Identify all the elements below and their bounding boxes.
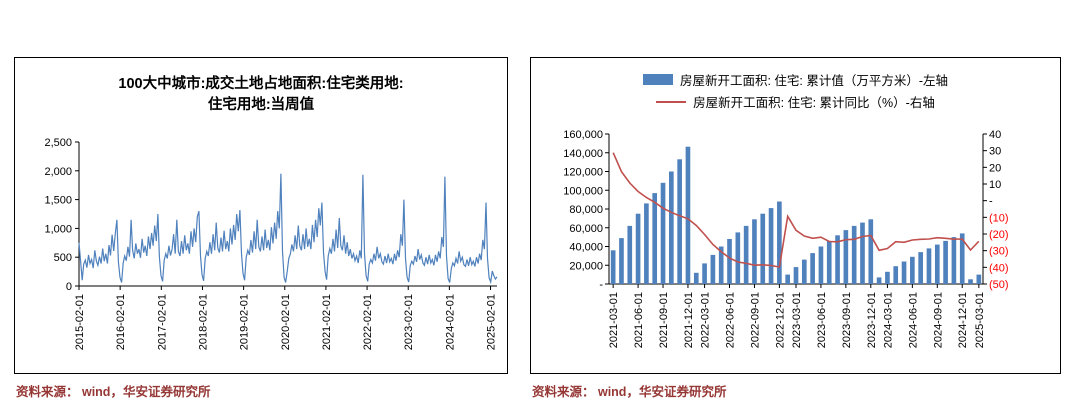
svg-text:2022-03-01: 2022-03-01 (700, 292, 712, 348)
right-chart-panel: 房屋新开工面积: 住宅: 累计值（万平方米）-左轴 房屋新开工面积: 住宅: 累… (530, 57, 1061, 374)
svg-text:100,000: 100,000 (563, 185, 603, 197)
svg-text:(10): (10) (989, 212, 1009, 224)
svg-text:10: 10 (989, 179, 1001, 191)
weekly-land-area-line-series (78, 173, 498, 285)
svg-text:2021-12-01: 2021-12-01 (683, 292, 695, 348)
svg-text:20,000: 20,000 (569, 260, 603, 272)
svg-text:2015-02-01: 2015-02-01 (74, 294, 86, 350)
svg-text:2,000: 2,000 (44, 166, 72, 178)
svg-text:2,500: 2,500 (44, 137, 72, 149)
svg-text:40: 40 (989, 129, 1001, 141)
left-chart-title: 100大中城市:成交土地占地面积:住宅类用地: 住宅用地:当周值 (15, 74, 507, 116)
svg-text:40,000: 40,000 (569, 242, 603, 254)
svg-text:2022-06-01: 2022-06-01 (725, 292, 737, 348)
left-chart-axes: 0 500 1,000 1,500 2,000 2,500 2015-02-01 2016-0… (44, 137, 497, 350)
legend-item-bar-series: 房屋新开工面积: 住宅: 累计值（万平方米）-左轴 (642, 70, 949, 89)
svg-text:30: 30 (989, 146, 1001, 158)
left-chart-title-line1: 100大中城市:成交土地占地面积:住宅类用地: (118, 76, 404, 92)
svg-text:2023-02-01: 2023-02-01 (403, 294, 415, 350)
svg-text:(50): (50) (989, 279, 1009, 291)
left-source-note: 资料来源： wind，华安证券研究所 (16, 385, 211, 399)
right-chart-axes: - 20,000 40,000 60,000 80,000 100,000 120,000 1… (563, 129, 1008, 348)
yoy-line-series (612, 152, 980, 268)
svg-text:2018-02-01: 2018-02-01 (197, 294, 209, 350)
svg-text:0: 0 (66, 281, 72, 293)
svg-text:2022-09-01: 2022-09-01 (749, 292, 761, 348)
left-chart-plot: 0 500 1,000 1,500 2,000 2,500 2015-02-01 2016-0… (44, 137, 498, 350)
svg-text:2021-06-01: 2021-06-01 (633, 292, 645, 348)
svg-text:-: - (599, 279, 603, 291)
right-chart-legend: 房屋新开工面积: 住宅: 累计值（万平方米）-左轴 房屋新开工面积: 住宅: 累… (531, 58, 1060, 111)
right-chart-plot: - 20,000 40,000 60,000 80,000 100,000 120,000 1… (563, 129, 1008, 348)
bar-series-legend-label: 房屋新开工面积: 住宅: 累计值（万平方米）-左轴 (679, 74, 949, 88)
svg-text:60,000: 60,000 (569, 223, 603, 235)
bar-series-swatch-icon (642, 74, 673, 85)
svg-text:2017-02-01: 2017-02-01 (156, 294, 168, 350)
svg-text:2024-06-01: 2024-06-01 (907, 292, 919, 348)
svg-text:2024-02-01: 2024-02-01 (444, 294, 456, 350)
right-source-note: 资料来源： wind，华安证券研究所 (532, 385, 727, 399)
line-series-swatch-icon (656, 100, 687, 103)
svg-text:2021-02-01: 2021-02-01 (321, 294, 333, 350)
line-series-legend-label: 房屋新开工面积: 住宅: 累计同比（%）-右轴 (693, 96, 935, 110)
svg-text:500: 500 (54, 252, 72, 264)
svg-text:2024-12-01: 2024-12-01 (957, 292, 969, 348)
svg-text:2023-12-01: 2023-12-01 (866, 292, 878, 348)
svg-text:1,000: 1,000 (44, 223, 72, 235)
svg-text:2016-02-01: 2016-02-01 (115, 294, 127, 350)
svg-text:2025-02-01: 2025-02-01 (486, 294, 498, 350)
svg-text:2024-09-01: 2024-09-01 (932, 292, 944, 348)
svg-text:2023-03-01: 2023-03-01 (791, 292, 803, 348)
svg-text:80,000: 80,000 (569, 204, 603, 216)
svg-text:2020-02-01: 2020-02-01 (280, 294, 292, 350)
svg-text:2024-03-01: 2024-03-01 (882, 292, 894, 348)
svg-text:2022-12-01: 2022-12-01 (774, 292, 786, 348)
svg-text:2019-02-01: 2019-02-01 (239, 294, 251, 350)
svg-text:2021-03-01: 2021-03-01 (608, 292, 620, 348)
svg-text:120,000: 120,000 (563, 167, 603, 179)
svg-text:2022-02-01: 2022-02-01 (362, 294, 374, 350)
svg-text:2023-09-01: 2023-09-01 (841, 292, 853, 348)
svg-text:160,000: 160,000 (563, 129, 603, 141)
svg-text:1,500: 1,500 (44, 195, 72, 207)
svg-text:(20): (20) (989, 229, 1009, 241)
svg-text:-: - (989, 196, 993, 208)
legend-item-line-series: 房屋新开工面积: 住宅: 累计同比（%）-右轴 (656, 92, 935, 111)
svg-text:(40): (40) (989, 262, 1009, 274)
svg-text:(30): (30) (989, 246, 1009, 258)
svg-text:2025-03-01: 2025-03-01 (974, 292, 986, 348)
left-chart-title-line2: 住宅用地:当周值 (207, 97, 315, 113)
cumulative-starts-bar-series (610, 146, 982, 285)
svg-text:20: 20 (989, 162, 1001, 174)
svg-text:140,000: 140,000 (563, 148, 603, 160)
left-chart-panel: 100大中城市:成交土地占地面积:住宅类用地: 住宅用地:当周值 0 500 1,0… (14, 57, 508, 374)
svg-text:2021-09-01: 2021-09-01 (658, 292, 670, 348)
svg-text:2023-06-01: 2023-06-01 (816, 292, 828, 348)
